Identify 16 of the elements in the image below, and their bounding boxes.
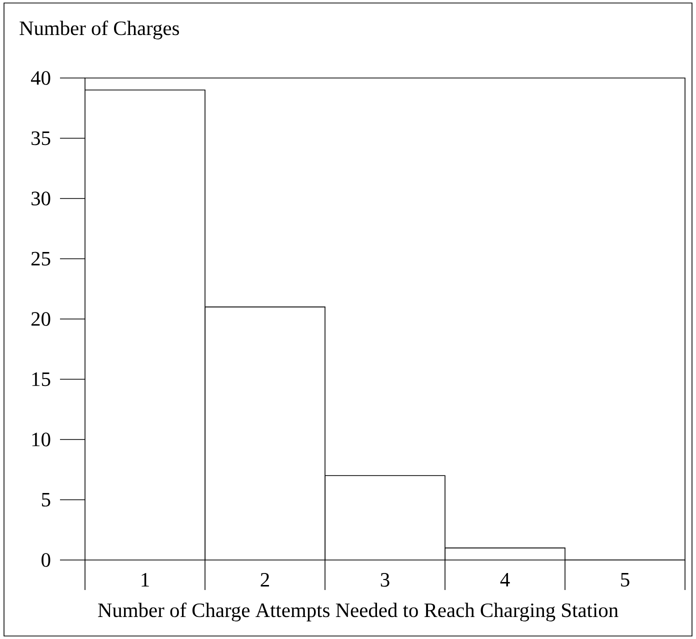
x-tick-label: 3: [380, 573, 390, 587]
y-tick-label: 5: [42, 492, 50, 507]
y-tick-label: 35: [32, 131, 50, 146]
y-tick-label: 40: [30, 71, 50, 85]
x-tick-label: 4: [500, 573, 510, 586]
y-axis-title: Number of Charges: [20, 20, 179, 40]
x-tick-label: 5: [621, 572, 630, 587]
x-axis-title: Number of Charge Attempts Needed to Reach Charging Station: [98, 602, 618, 622]
y-tick-label: 30: [32, 192, 50, 206]
y-tick-label: 25: [31, 252, 50, 266]
y-tick-label: 10: [32, 432, 50, 446]
x-tick-label: 2: [260, 573, 269, 587]
y-tick-label: 0: [42, 553, 50, 567]
y-tick-label: 20: [31, 312, 50, 326]
x-tick-label: 1: [142, 572, 149, 586]
y-tick-label: 15: [32, 372, 50, 386]
